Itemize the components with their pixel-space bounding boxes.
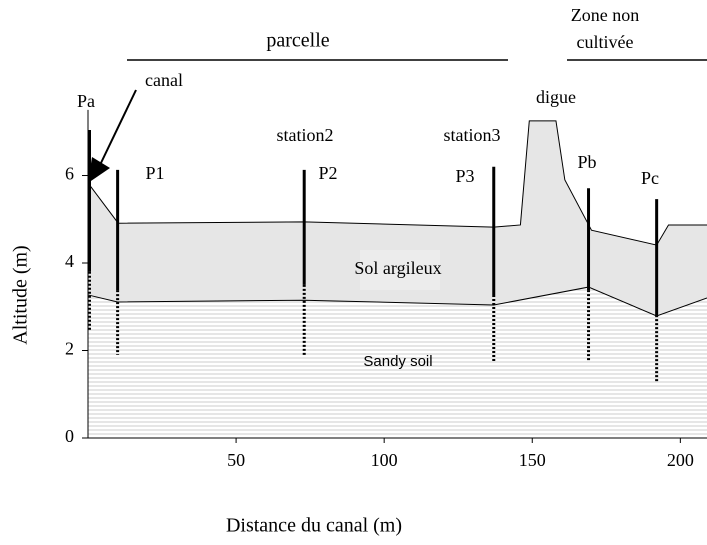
annotation: digue	[536, 87, 576, 107]
y-tick-label: 0	[65, 426, 74, 446]
surface-line	[87, 120, 707, 246]
label-box	[360, 250, 440, 290]
well-label: P1	[145, 163, 164, 183]
x-tick-label: 150	[519, 450, 546, 470]
well-label: Pc	[641, 168, 659, 188]
well-label: P2	[318, 163, 337, 183]
x-axis-label: Distance du canal (m)	[226, 515, 402, 537]
well-label: Pb	[577, 152, 596, 172]
annotation: station2	[277, 125, 334, 145]
y-tick-label: 2	[65, 339, 74, 359]
y-tick-label: 6	[65, 164, 74, 184]
canal-arrow	[99, 89, 137, 166]
y-axis-label: Altitude (m)	[10, 245, 32, 344]
x-tick-label: 50	[227, 450, 245, 470]
annotation: Zone non	[571, 5, 639, 25]
x-tick-label: 100	[371, 450, 398, 470]
annotation: Sol argileux	[354, 258, 441, 278]
annotation: canal	[145, 70, 183, 90]
clay-layer	[88, 120, 707, 316]
well-label: P3	[455, 166, 474, 186]
well-label: Pa	[77, 91, 95, 111]
annotation: parcelle	[266, 30, 329, 52]
annotation: cultivée	[577, 32, 634, 52]
annotation: station3	[444, 125, 501, 145]
canal-arrowhead	[88, 157, 110, 183]
x-tick-label: 200	[667, 450, 694, 470]
y-tick-label: 4	[65, 251, 74, 271]
annotation: Sandy soil	[363, 353, 432, 370]
